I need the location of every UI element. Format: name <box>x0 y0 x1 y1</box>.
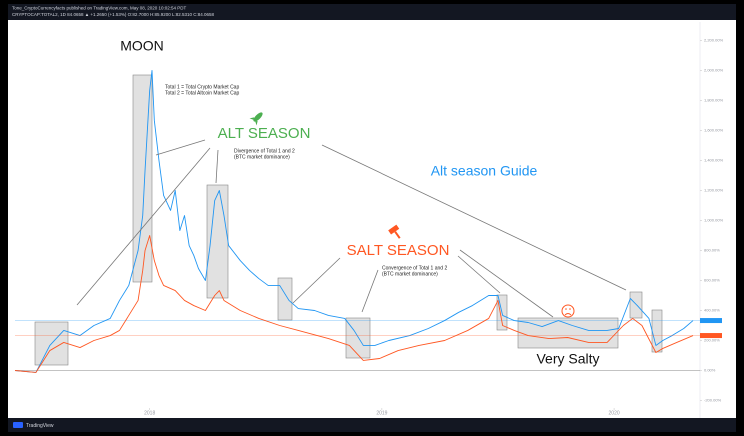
series-line <box>14 235 694 373</box>
arrow <box>155 139 206 156</box>
annotation: Alt season Guide <box>431 163 538 179</box>
y-tick-label: 1,200.00% <box>704 188 724 193</box>
y-tick-label: 600.00% <box>704 278 720 283</box>
annotation: (BTC market dominance) <box>382 271 438 277</box>
x-tick-label: 2020 <box>609 410 620 416</box>
chart-subtitle: CRYPTOCAP:TOTAL2, 1D 84.0658 ▲ +1.2650 (… <box>12 12 214 17</box>
annotation: Total 1 = Total Crypto Market Cap <box>165 84 239 90</box>
annotation: ALT SEASON <box>218 125 311 142</box>
tradingview-logo <box>13 422 23 428</box>
highlight-box <box>629 291 643 319</box>
footer-bar <box>8 418 736 432</box>
annotation: (BTC market dominance) <box>234 154 290 160</box>
arrow <box>361 269 379 313</box>
footer-brand: TradingView <box>26 423 54 429</box>
last-value-tag <box>700 318 722 324</box>
arrows <box>76 139 627 318</box>
plot-area: -200.00% 0.00% 200.00% 400.00% 600.00% 800.00… <box>14 22 724 418</box>
y-tick-label: 1,000.00% <box>704 218 724 223</box>
annotation: SALT SEASON <box>347 242 450 259</box>
y-tick-label: 1,600.00% <box>704 128 724 133</box>
arrow <box>292 257 341 304</box>
y-tick-label: 0.00% <box>704 368 716 373</box>
highlight-box <box>517 317 619 349</box>
header-bar <box>8 4 736 20</box>
y-tick-label: 400.00% <box>704 308 720 313</box>
series-line <box>14 70 694 373</box>
highlight-box <box>651 309 663 353</box>
y-tick-label: -200.00% <box>704 398 722 403</box>
frown-icon <box>561 304 575 318</box>
annotation: Very Salty <box>536 351 599 367</box>
annotation: MOON <box>120 38 164 54</box>
highlight-box <box>277 277 293 321</box>
annotation: Divergence of Total 1 and 2 <box>234 148 295 154</box>
last-value-tag <box>700 333 722 339</box>
rocket-icon <box>249 112 263 126</box>
arrow <box>76 147 211 306</box>
hammer-icon <box>388 224 401 239</box>
y-tick-label: 800.00% <box>704 248 720 253</box>
highlight-box <box>345 317 371 359</box>
x-tick-label: 2018 <box>144 410 155 416</box>
y-tick-label: 2,000.00% <box>704 68 724 73</box>
chart-frame <box>8 4 736 432</box>
x-tick-label: 2019 <box>376 410 387 416</box>
y-tick-label: 1,400.00% <box>704 158 724 163</box>
arrow <box>457 255 501 294</box>
y-tick-label: 200.00% <box>704 338 720 343</box>
annotation: Total 2 = Total Altcoin Market Cap <box>165 90 239 96</box>
arrow <box>321 144 627 291</box>
arrow <box>215 149 219 184</box>
arrow <box>459 249 554 318</box>
chart-title: Tone_CryptoCurrencyfacts published on Tr… <box>12 6 187 11</box>
y-tick-label: 2,200.00% <box>704 38 724 43</box>
annotation: Convergence of Total 1 and 2 <box>382 265 447 271</box>
y-tick-label: 1,800.00% <box>704 98 724 103</box>
